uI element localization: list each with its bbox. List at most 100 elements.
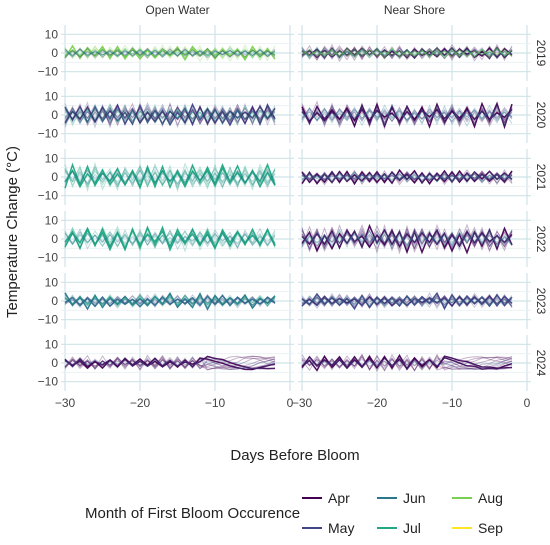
- series-line-jun: [64, 232, 276, 246]
- series-line-may: [301, 355, 513, 371]
- series-line-jun: [301, 295, 513, 307]
- series-line-apr: [64, 356, 276, 370]
- series-line-may: [301, 294, 513, 308]
- series-line-jun: [301, 172, 513, 182]
- series-line-jul: [64, 106, 276, 124]
- series-line-jun: [64, 296, 276, 306]
- series-line-apr: [301, 106, 513, 123]
- legend-label: Aug: [478, 490, 503, 506]
- series-line-apr: [64, 354, 276, 371]
- series-line-jun: [64, 169, 276, 185]
- y-tick-label: −10: [38, 127, 59, 141]
- series-line-jun: [64, 108, 276, 122]
- series-line-apr: [301, 103, 513, 125]
- series-line-apr: [64, 355, 276, 370]
- series-line-apr: [301, 106, 513, 123]
- series-line-apr: [301, 170, 513, 184]
- series-line-jul: [64, 103, 276, 127]
- series-line-may: [301, 228, 513, 252]
- series-line-jun: [64, 104, 276, 127]
- row-label: 2020: [534, 102, 548, 129]
- row-label: 2022: [534, 226, 548, 253]
- series-line-jun: [64, 294, 276, 308]
- y-tick-label: 10: [45, 213, 59, 227]
- series-line-jun: [301, 295, 513, 308]
- x-tick-label: −30: [55, 396, 76, 410]
- series-line-jul: [64, 229, 276, 249]
- series-line-apr: [64, 105, 276, 125]
- series-line-jul: [64, 104, 276, 125]
- series-line-jun: [301, 228, 513, 250]
- series-line-jun: [301, 107, 513, 123]
- panel-near-shore-2021: [298, 149, 531, 205]
- panel-near-shore-2019: [298, 25, 531, 81]
- y-tick-label: −10: [38, 189, 59, 203]
- series-line-may: [64, 106, 276, 124]
- series-line-apr: [301, 223, 513, 254]
- x-tick-label: −20: [367, 396, 388, 410]
- series-line-jul: [64, 48, 276, 57]
- series-line-apr: [301, 294, 513, 309]
- series-line-jun: [64, 168, 276, 187]
- y-tick-label: 0: [51, 232, 58, 246]
- series-line-apr: [64, 354, 276, 371]
- series-line-apr: [64, 356, 276, 371]
- column-strip-labels: Open Water Near Shore: [145, 3, 445, 17]
- series-line-apr: [301, 103, 513, 126]
- series-line-may: [301, 103, 513, 126]
- series-line-aug: [64, 47, 276, 59]
- legend-item-may: May: [302, 520, 354, 536]
- legend-label: Apr: [328, 490, 350, 506]
- series-line-aug: [301, 48, 513, 58]
- series-line-may: [301, 357, 513, 371]
- series-line-jun: [301, 104, 513, 128]
- series-line-apr: [301, 45, 513, 61]
- series-line-aug: [301, 47, 513, 59]
- series-line-may: [64, 101, 276, 129]
- series-line-jul: [64, 107, 276, 124]
- x-axis-title: Days Before Bloom: [230, 447, 359, 464]
- series-line-aug: [64, 47, 276, 59]
- series-line-jul: [64, 166, 276, 189]
- series-line-apr: [301, 169, 513, 185]
- series-line-jun: [64, 292, 276, 309]
- series-line-apr: [301, 228, 513, 250]
- series-line-apr: [301, 169, 513, 185]
- series-line-may: [301, 49, 513, 57]
- series-line-apr: [301, 168, 513, 185]
- series-line-jul: [64, 231, 276, 247]
- legend-title: Month of First Bloom Occurence: [85, 505, 300, 522]
- y-tick-label: −10: [38, 251, 59, 265]
- series-line-may: [301, 173, 513, 181]
- y-tick-label: 0: [51, 170, 58, 184]
- series-line-apr: [301, 355, 513, 372]
- series-line-may: [301, 293, 513, 309]
- series-line-jun: [301, 103, 513, 127]
- series-line-jul: [64, 169, 276, 186]
- series-line-apr: [301, 48, 513, 58]
- series-line-jul: [301, 47, 513, 59]
- y-tick-label: −10: [38, 65, 59, 79]
- series-line-jun: [64, 295, 276, 307]
- series-line-apr: [301, 227, 513, 251]
- legend-item-jul: Jul: [377, 520, 421, 536]
- y-tick-label: 10: [45, 89, 59, 103]
- series-line-jun: [64, 295, 276, 306]
- series-line-jun: [64, 165, 276, 189]
- series-line-may: [64, 358, 276, 370]
- panel-open-water-2022: [61, 211, 294, 267]
- series-line-apr: [301, 355, 513, 371]
- series-line-may: [301, 46, 513, 59]
- series-line-aug: [64, 44, 276, 62]
- x-tick-label: 0: [524, 396, 531, 410]
- series-line-apr: [64, 106, 276, 124]
- series-line-may: [64, 101, 276, 129]
- series-line-may: [64, 106, 276, 125]
- y-tick-label: −10: [38, 313, 59, 327]
- series-line-may: [64, 102, 276, 127]
- series-line-apr: [64, 355, 276, 369]
- series-line-jun: [301, 231, 513, 247]
- y-tick-label: 0: [51, 294, 58, 308]
- series-line-apr: [301, 223, 513, 255]
